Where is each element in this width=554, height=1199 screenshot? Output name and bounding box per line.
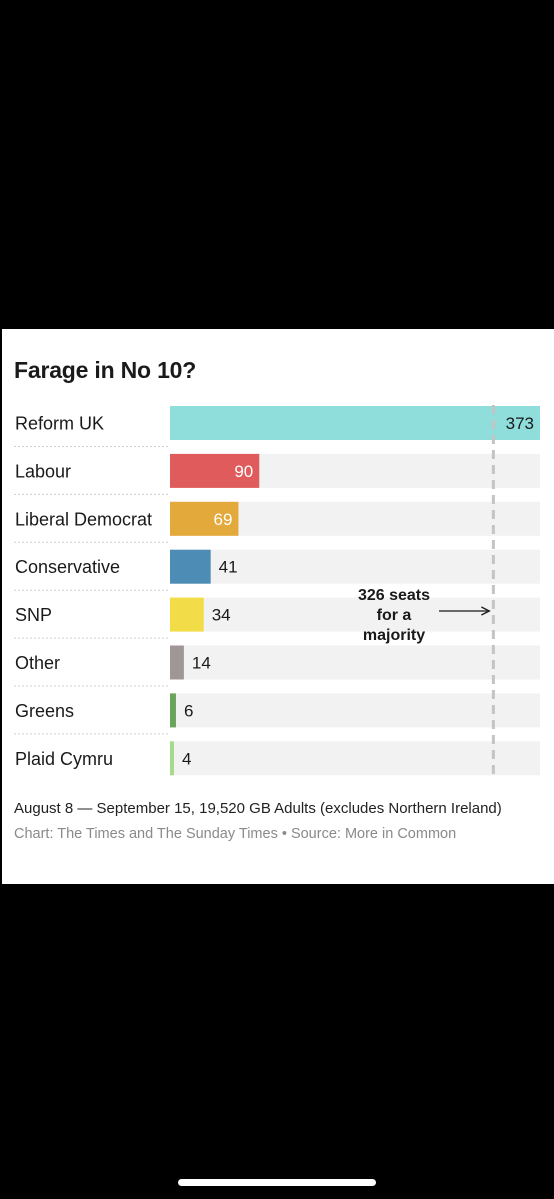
- value-label-other: 14: [192, 654, 211, 673]
- majority-annotation-line: for a: [377, 607, 412, 624]
- category-label-conservative: Conservative: [15, 557, 120, 577]
- bar-track-greens: [170, 693, 540, 728]
- bar-track-plaid-cymru: [170, 741, 540, 776]
- category-label-liberal-democrat: Liberal Democrat: [15, 509, 152, 529]
- bar-conservative: [170, 549, 211, 584]
- bar-plaid-cymru: [170, 741, 174, 776]
- value-label-conservative: 41: [219, 558, 238, 577]
- category-label-greens: Greens: [15, 701, 74, 721]
- chart-card: Farage in No 10? Reform UK 373 Labour 90 Lib…: [2, 329, 554, 884]
- bar-track-conservative: [170, 549, 540, 584]
- category-label-plaid-cymru: Plaid Cymru: [15, 749, 113, 769]
- category-label-snp: SNP: [15, 605, 52, 625]
- chart-source: Chart: The Times and The Sunday Times • …: [14, 826, 457, 842]
- category-label-reform-uk: Reform UK: [15, 414, 104, 434]
- bar-chart: Reform UK 373 Labour 90 Liberal Democrat 69 Co…: [14, 405, 540, 778]
- majority-annotation-line: majority: [363, 627, 425, 644]
- bar-liberal-democrat: [170, 501, 239, 536]
- bar-labour: [170, 453, 260, 488]
- bar-greens: [170, 693, 176, 728]
- value-label-plaid-cymru: 4: [182, 749, 191, 768]
- value-label-liberal-democrat: 69: [214, 510, 233, 529]
- bar-other: [170, 645, 184, 680]
- value-label-labour: 90: [234, 462, 253, 481]
- category-label-other: Other: [15, 653, 60, 673]
- home-indicator[interactable]: [178, 1179, 376, 1186]
- bar-snp: [170, 597, 204, 632]
- bar-reform-uk: [170, 406, 540, 440]
- value-label-reform-uk: 373: [506, 414, 534, 433]
- chart-title: Farage in No 10?: [14, 357, 197, 383]
- majority-annotation-line: 326 seats: [358, 587, 430, 604]
- category-label-labour: Labour: [15, 461, 71, 481]
- annotation-arrow-head: [481, 606, 491, 616]
- chart-subtitle: August 8 — September 15, 19,520 GB Adult…: [14, 800, 502, 817]
- bar-track-other: [170, 645, 540, 680]
- value-label-greens: 6: [184, 701, 193, 720]
- value-label-snp: 34: [212, 606, 231, 625]
- bar-track-snp: [170, 597, 540, 632]
